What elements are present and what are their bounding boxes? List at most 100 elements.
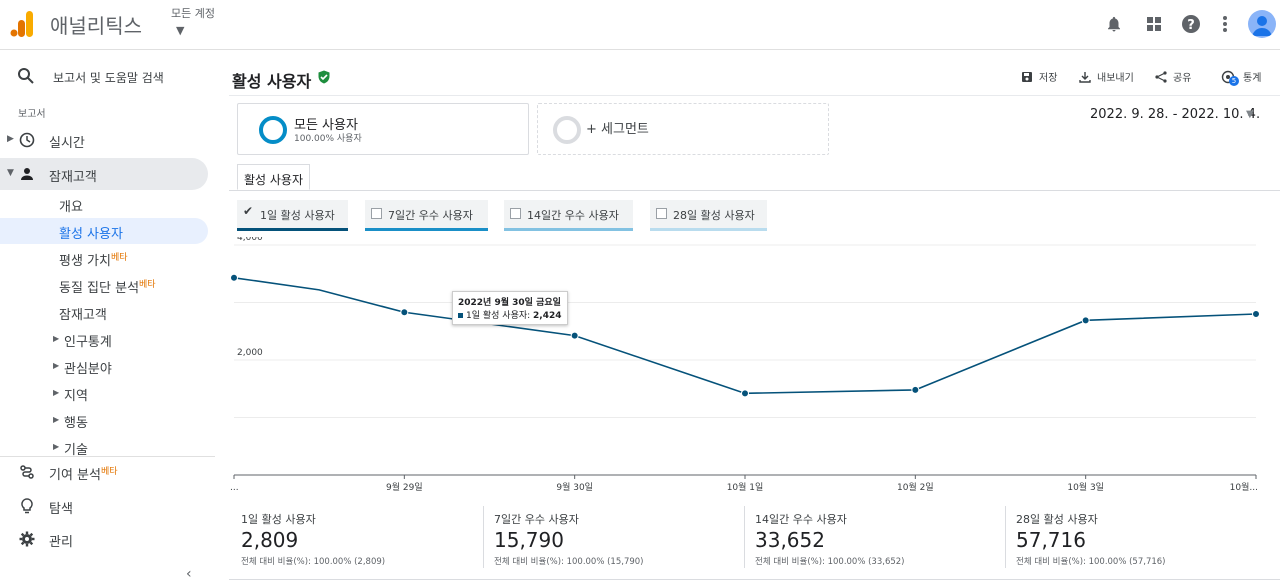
sidebar-subitem-demographics[interactable]: ▶ 인구통계 [0, 326, 208, 352]
summary-value: 57,716 [1016, 528, 1086, 552]
segment-ring-icon [259, 116, 287, 144]
sidebar-subitem-technology[interactable]: ▶ 기술 [0, 434, 208, 460]
save-label: 저장 [1039, 73, 1058, 84]
summary-1day: 1일 활성 사용자 2,809 전체 대비 비율(%): 100.00% (2,… [229, 506, 479, 578]
x-tick-label: 10월... [1230, 481, 1258, 493]
summary-28day: 28일 활성 사용자 57,716 전체 대비 비율(%): 100.00% (… [1004, 506, 1254, 578]
active-users-line-chart: 4,000 2,000... 9월 29일 9월 30일 10월 1일 10월 2일 10월… [230, 237, 1260, 493]
metric-chip-label: 14일간 우수 사용자 [527, 209, 619, 222]
checkbox-checked-icon[interactable]: ✔ [243, 204, 254, 218]
analytics-logo-icon[interactable] [10, 11, 34, 37]
sidebar-item-audience[interactable]: ▼ 잠재고객 [0, 158, 208, 190]
sidebar-item-discover[interactable]: 탐색 [0, 490, 208, 522]
svg-text:?: ? [1187, 18, 1195, 33]
metric-chip-7day[interactable]: 7일간 우수 사용자 [365, 200, 488, 231]
sidebar-item-label: 기여 분석베타 [49, 467, 118, 483]
caret-down-icon[interactable]: ▼ [176, 24, 185, 37]
sidebar-subitem-label: 행동 [64, 416, 88, 431]
apps-grid-icon[interactable] [1143, 13, 1165, 35]
tab-active-users[interactable]: 활성 사용자 [237, 164, 310, 190]
series-line [233, 276, 1257, 395]
avatar[interactable] [1248, 10, 1276, 38]
sidebar-subitem-audiences[interactable]: 잠재고객 [0, 299, 208, 325]
sidebar-subitem-active-users[interactable]: 활성 사용자 [0, 218, 208, 244]
tooltip-series: 1일 활성 사용자 [466, 311, 528, 321]
checkbox-icon[interactable] [510, 208, 521, 219]
sidebar-subitem-behavior[interactable]: ▶ 행동 [0, 407, 208, 433]
more-vert-icon[interactable] [1214, 13, 1236, 35]
sidebar-subitem-label: 지역 [64, 389, 88, 404]
summary-label: 1일 활성 사용자 [241, 513, 316, 526]
sidebar-search[interactable]: 보고서 및 도움말 검색 [0, 61, 215, 91]
summary-divider [1005, 506, 1006, 568]
expand-right-icon: ▶ [53, 388, 60, 397]
data-point [911, 385, 920, 394]
add-segment-button[interactable]: + 세그먼트 [537, 103, 829, 155]
share-button[interactable]: 공유 [1155, 69, 1191, 84]
metric-chip-label: 28일 활성 사용자 [673, 209, 755, 222]
attribution-icon [20, 465, 34, 479]
metric-chip-14day[interactable]: 14일간 우수 사용자 [504, 200, 633, 231]
segment-name: 모든 사용자 [294, 118, 358, 133]
sidebar-item-admin[interactable]: 관리 [0, 523, 208, 555]
header-divider [229, 95, 1280, 96]
metric-chip-label: 7일간 우수 사용자 [388, 209, 473, 222]
top-bar: 애널리틱스 모든 계정 ▼ ? [0, 0, 1280, 50]
save-button[interactable]: 저장 [1021, 69, 1057, 84]
sidebar-subitem-overview[interactable]: 개요 [0, 191, 208, 217]
summary-note: 전체 대비 비율(%): 100.00% (33,652) [755, 557, 905, 567]
sidebar-item-attribution[interactable]: 기여 분석베타 [0, 456, 208, 488]
bell-icon[interactable] [1103, 13, 1125, 35]
checkbox-icon[interactable] [656, 208, 667, 219]
expand-down-icon: ▼ [7, 168, 14, 178]
segment-share: 100.00% 사용자 [294, 134, 362, 144]
date-range-picker[interactable]: 2022. 9. 28. - 2022. 10. 4. [1090, 107, 1261, 122]
summary-note: 전체 대비 비율(%): 100.00% (2,809) [241, 557, 386, 567]
sidebar-subitem-label: 평생 가치베타 [59, 253, 128, 269]
brand-title: 애널리틱스 [50, 14, 142, 38]
metric-chip-28day[interactable]: 28일 활성 사용자 [650, 200, 767, 231]
metric-color-bar [504, 228, 633, 231]
x-tick-label: 10월 3일 [1067, 481, 1104, 493]
sidebar-item-realtime[interactable]: ▶ 실시간 [0, 124, 208, 156]
sidebar-subitem-lifetime-value[interactable]: 평생 가치베타 [0, 245, 208, 271]
data-point [1081, 316, 1090, 325]
sidebar-subitem-label: 관심분야 [64, 362, 112, 377]
gear-icon [19, 531, 35, 547]
data-point [230, 273, 238, 282]
metric-color-bar [365, 228, 488, 231]
account-selector-label[interactable]: 모든 계정 [171, 7, 215, 20]
chart-tooltip: 2022년 9월 30일 금요일 1일 활성 사용자: 2,424 [452, 291, 568, 325]
main-content: 활성 사용자 저장 내보내기 공유 5 통계 모든 사용자 100.00% 사용… [229, 51, 1280, 588]
sidebar-subitem-cohort[interactable]: 동질 집단 분석베타 [0, 272, 208, 298]
tab-divider [229, 190, 1280, 191]
sidebar-subitem-label: 동질 집단 분석베타 [59, 280, 156, 296]
caret-down-icon[interactable]: ▼ [1246, 109, 1254, 120]
summary-divider [483, 506, 484, 568]
data-point [741, 389, 749, 398]
save-icon [1022, 71, 1032, 82]
summary-value: 2,809 [241, 528, 299, 552]
page-title: 활성 사용자 [232, 72, 312, 91]
data-point [570, 331, 579, 340]
metric-chip-1day[interactable]: ✔ 1일 활성 사용자 [237, 200, 348, 231]
sidebar-subitem-geo[interactable]: ▶ 지역 [0, 380, 208, 406]
data-point [1252, 310, 1260, 318]
help-icon[interactable]: ? [1180, 13, 1202, 35]
checkbox-icon[interactable] [371, 208, 382, 219]
insights-button[interactable]: 5 통계 [1221, 69, 1261, 86]
sidebar-subitem-interests[interactable]: ▶ 관심분야 [0, 353, 208, 379]
collapse-sidebar-icon[interactable]: ‹ [186, 566, 192, 582]
summary-bottom-divider [229, 579, 1280, 580]
sidebar: 보고서 및 도움말 검색 보고서 ▶ 실시간 ▼ 잠재고객 개요 활성 사용자 … [0, 51, 215, 588]
search-input[interactable]: 보고서 및 도움말 검색 [53, 71, 164, 85]
clock-icon [19, 132, 35, 148]
export-button[interactable]: 내보내기 [1079, 69, 1134, 84]
export-label: 내보내기 [1097, 73, 1134, 84]
segment-all-users[interactable]: 모든 사용자 100.00% 사용자 [237, 103, 529, 155]
summary-value: 33,652 [755, 528, 825, 552]
metric-chip-label: 1일 활성 사용자 [260, 209, 335, 222]
summary-note: 전체 대비 비율(%): 100.00% (15,790) [494, 557, 644, 567]
download-icon [1079, 71, 1091, 83]
summary-14day: 14일간 우수 사용자 33,652 전체 대비 비율(%): 100.00% … [743, 506, 993, 578]
